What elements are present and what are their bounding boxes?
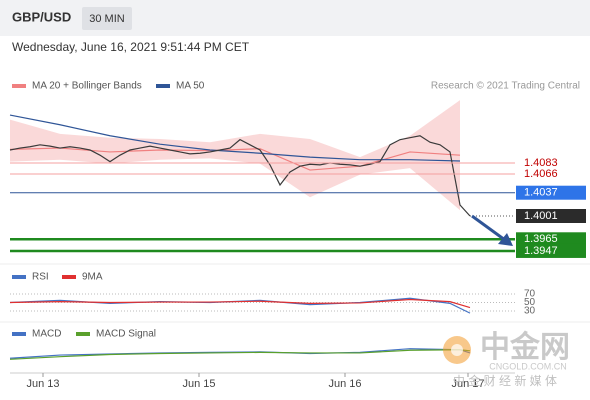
series-line	[9, 147, 461, 171]
level-box	[516, 232, 586, 247]
series-line	[9, 114, 461, 162]
symbol: GBP/USD	[12, 9, 71, 24]
watermark-brand: 中金网	[480, 330, 570, 364]
credit: Research © 2021 Trading Central	[431, 81, 580, 92]
datetime: Wednesday, June 16, 2021 9:51:44 PM CET	[12, 40, 250, 54]
watermark-tagline: 中 金 财 经 新 媒 体	[453, 373, 557, 388]
level-label: 1.4066	[524, 168, 558, 180]
bollinger-band	[10, 100, 460, 211]
watermark-logo	[451, 344, 463, 356]
x-tick-label: Jun 13	[26, 378, 59, 390]
legend-swatch	[156, 84, 170, 88]
level-label: 1.4001	[524, 210, 558, 222]
x-tick-label: Jun 15	[182, 378, 215, 390]
x-tick-label: Jun 17	[451, 378, 484, 390]
legend-swatch	[62, 275, 76, 279]
level-label: 1.4037	[524, 187, 558, 199]
forecast-arrowhead	[498, 233, 513, 246]
interval[interactable]: 30 MIN	[89, 13, 125, 25]
series-line	[9, 135, 471, 217]
level-box	[516, 209, 586, 223]
level-label: 1.3947	[524, 245, 558, 257]
forecast-arrow	[471, 214, 506, 242]
x-tick-label: Jun 16	[328, 378, 361, 390]
legend-label: RSI	[32, 272, 49, 283]
y-tick-label: 50	[524, 297, 536, 308]
series-line	[9, 349, 471, 360]
legend-label: MA 20 + Bollinger Bands	[32, 81, 142, 92]
legend-swatch	[12, 84, 26, 88]
legend-label: MACD	[32, 329, 61, 340]
legend-label: 9MA	[82, 272, 103, 283]
y-tick-label: 30	[524, 306, 536, 317]
y-tick-label: 70	[524, 289, 536, 300]
level-box	[516, 243, 586, 258]
level-box	[516, 185, 586, 200]
series-line	[9, 348, 471, 359]
series-line	[9, 298, 471, 309]
level-label: 1.3965	[524, 233, 558, 245]
legend-swatch	[12, 332, 26, 336]
legend-swatch	[76, 332, 90, 336]
legend-swatch	[12, 275, 26, 279]
watermark-domain: CNGOLD.COM.CN	[489, 361, 567, 371]
legend-label: MACD Signal	[96, 329, 156, 340]
interval-button[interactable]	[82, 7, 132, 30]
level-label: 1.4083	[524, 157, 558, 169]
legend-label: MA 50	[176, 81, 205, 92]
